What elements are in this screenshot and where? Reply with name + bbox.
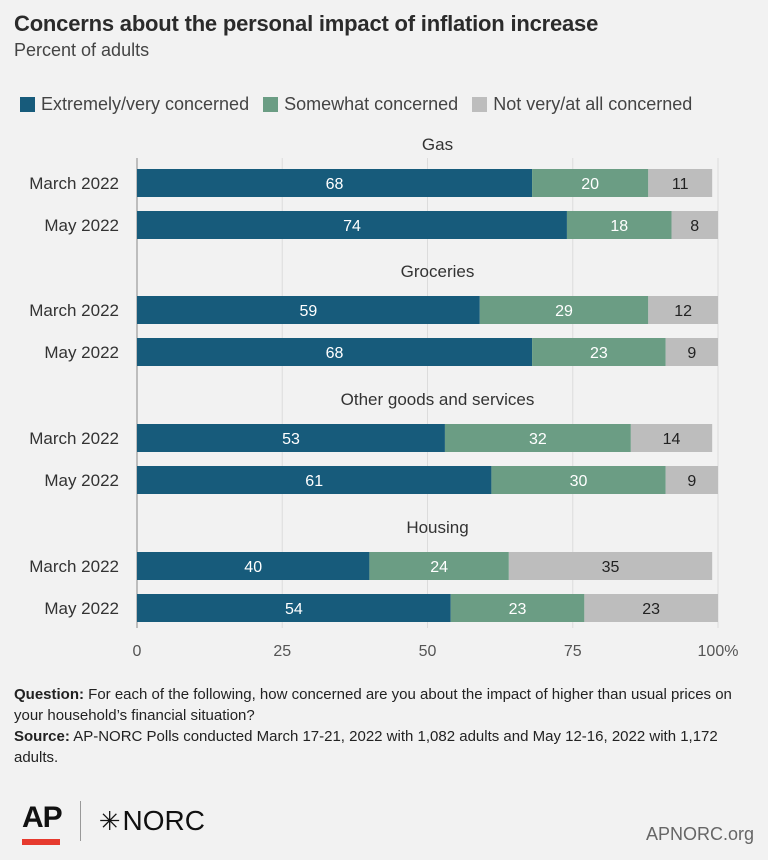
question-label: Question: bbox=[14, 686, 84, 703]
bar-segment bbox=[671, 211, 718, 239]
bar-segment bbox=[137, 552, 370, 580]
row-label: March 2022 bbox=[29, 429, 119, 448]
data-label: 61 bbox=[305, 473, 323, 490]
data-label: 14 bbox=[663, 431, 681, 448]
chart-title: Concerns about the personal impact of in… bbox=[14, 11, 599, 36]
data-label: 20 bbox=[581, 176, 599, 193]
legend-item-extremely-very: Extremely/very concerned bbox=[20, 94, 249, 115]
chart-subtitle: Percent of adults bbox=[14, 40, 150, 60]
norc-logo-text: NORC bbox=[122, 805, 205, 836]
source-text: AP-NORC Polls conducted March 17-21, 202… bbox=[14, 728, 718, 766]
group-label: Housing bbox=[406, 518, 468, 537]
row-label: May 2022 bbox=[44, 471, 119, 490]
data-label: 23 bbox=[590, 345, 608, 362]
group-label: Groceries bbox=[401, 262, 475, 281]
chart-notes: Question: For each of the following, how… bbox=[14, 684, 754, 768]
legend: Extremely/very concerned Somewhat concer… bbox=[20, 92, 692, 116]
data-label: 9 bbox=[687, 473, 696, 490]
site-url: APNORC.org bbox=[645, 824, 754, 844]
bar-segment bbox=[444, 424, 631, 452]
norc-logo: ✳ NORC bbox=[99, 805, 205, 837]
ap-logo: AP bbox=[22, 801, 63, 845]
star-burst-icon: ✳ bbox=[98, 805, 121, 836]
group-label: Gas bbox=[422, 135, 453, 154]
data-label: 29 bbox=[555, 303, 573, 320]
data-label: 12 bbox=[674, 303, 692, 320]
data-label: 11 bbox=[672, 176, 689, 193]
legend-label: Somewhat concerned bbox=[284, 93, 459, 114]
source-label: Source: bbox=[14, 728, 70, 745]
data-label: 54 bbox=[285, 601, 303, 618]
data-label: 8 bbox=[690, 218, 699, 235]
legend-swatch bbox=[472, 96, 488, 112]
legend-label: Extremely/very concerned bbox=[41, 93, 250, 114]
bar-segment bbox=[137, 466, 492, 494]
question-note: Question: For each of the following, how… bbox=[14, 684, 754, 726]
data-label: 35 bbox=[602, 559, 620, 576]
x-tick-label: 50 bbox=[419, 643, 437, 660]
bar-segment bbox=[479, 296, 649, 324]
bar-segment bbox=[137, 169, 533, 197]
logos: AP ✳ NORC bbox=[22, 796, 205, 846]
bar-segment bbox=[508, 552, 713, 580]
x-tick-label: 75 bbox=[564, 643, 582, 660]
bar-segment bbox=[665, 338, 718, 366]
logo-divider bbox=[79, 801, 81, 841]
bar-segment bbox=[137, 296, 480, 324]
bar-segment bbox=[532, 169, 649, 197]
ap-logo-text: AP bbox=[22, 801, 63, 834]
data-label: 59 bbox=[299, 303, 317, 320]
data-label: 68 bbox=[326, 345, 344, 362]
ap-logo-bar bbox=[22, 839, 60, 845]
stacked-bar-chart: 0 25 50 75 100% Gas March 2022 68 20 11 May 2022 74… bbox=[29, 135, 739, 660]
data-label: 68 bbox=[326, 176, 344, 193]
bar-segment bbox=[532, 338, 666, 366]
data-label: 24 bbox=[430, 559, 448, 576]
data-label: 40 bbox=[244, 559, 262, 576]
row-label: March 2022 bbox=[29, 301, 119, 320]
row-label: May 2022 bbox=[44, 343, 119, 362]
bar-segment bbox=[491, 466, 666, 494]
legend-item-not-very: Not very/at all concerned bbox=[472, 94, 692, 115]
bar-segment bbox=[369, 552, 509, 580]
data-label: 23 bbox=[642, 601, 660, 618]
legend-swatch bbox=[20, 96, 35, 112]
row-label: May 2022 bbox=[44, 216, 119, 235]
x-tick-label: 25 bbox=[273, 643, 291, 660]
data-label: 9 bbox=[687, 345, 696, 362]
x-tick-label: 0 bbox=[133, 643, 142, 660]
group-label: Other goods and services bbox=[341, 390, 535, 409]
row-label: May 2022 bbox=[44, 599, 119, 618]
question-text: For each of the following, how concerned… bbox=[14, 686, 732, 724]
bar-segment bbox=[630, 424, 713, 452]
legend-item-somewhat: Somewhat concerned bbox=[263, 94, 458, 115]
data-label: 74 bbox=[343, 218, 361, 235]
data-label: 18 bbox=[610, 218, 628, 235]
bar-segment bbox=[137, 594, 451, 622]
bar-segment bbox=[450, 594, 585, 622]
data-label: 30 bbox=[570, 473, 588, 490]
x-tick-label: 100% bbox=[698, 643, 739, 660]
data-label: 53 bbox=[282, 431, 300, 448]
source-note: Source: AP-NORC Polls conducted March 17… bbox=[14, 726, 754, 768]
data-label: 23 bbox=[509, 601, 527, 618]
row-label: March 2022 bbox=[29, 557, 119, 576]
bar-segment bbox=[648, 169, 713, 197]
bar-segment bbox=[566, 211, 672, 239]
bar-segment bbox=[648, 296, 718, 324]
data-label: 32 bbox=[529, 431, 547, 448]
row-label: March 2022 bbox=[29, 174, 119, 193]
legend-swatch bbox=[263, 96, 279, 112]
bar-segment bbox=[584, 594, 718, 622]
bar-segment bbox=[137, 338, 533, 366]
bar-segment bbox=[137, 424, 445, 452]
bar-segment bbox=[137, 211, 567, 239]
legend-label: Not very/at all concerned bbox=[493, 93, 693, 114]
bar-segment bbox=[665, 466, 718, 494]
